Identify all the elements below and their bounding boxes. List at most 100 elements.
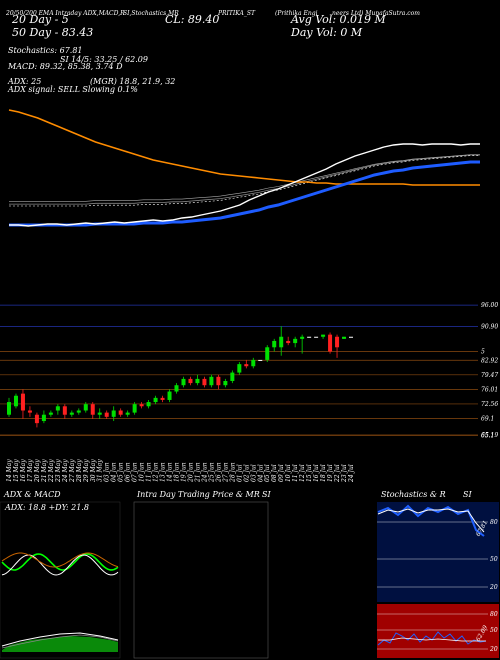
candle-body bbox=[160, 397, 165, 400]
price-level-label: 72.56 bbox=[481, 401, 498, 408]
date-tick-label: 11 Jun bbox=[146, 462, 153, 482]
header-line1-mid: SI,Stochastics,MR bbox=[123, 10, 179, 17]
date-tick-label: 24 Jul bbox=[348, 464, 355, 483]
date-tick-label: 23 Jul bbox=[341, 464, 348, 483]
candle-body bbox=[202, 378, 207, 386]
candle-body bbox=[83, 404, 88, 411]
stoch-panel-title: Stochastics & R bbox=[381, 490, 446, 499]
candle-body bbox=[265, 347, 270, 360]
stoch-panel-title2: SI bbox=[463, 490, 472, 499]
date-tick-label: 19 Jul bbox=[327, 464, 334, 482]
date-tick-label: 22 May bbox=[48, 459, 55, 483]
price-level-label: 69.1 bbox=[481, 416, 494, 423]
date-tick-label: 03 Jul bbox=[250, 464, 257, 482]
date-tick-label: 11 Jul bbox=[292, 464, 299, 482]
ema-200-line bbox=[8, 109, 480, 186]
candle-body bbox=[286, 340, 291, 344]
candle-body bbox=[7, 402, 11, 415]
date-tick-label: 29 May bbox=[83, 459, 90, 483]
candle-body bbox=[48, 412, 53, 415]
adx-label: ADX: 25 bbox=[7, 77, 41, 86]
candle-body bbox=[188, 378, 193, 384]
candle-body bbox=[342, 336, 347, 339]
price-level-label: 90.90 bbox=[481, 324, 498, 331]
rsi-tick-80: 80 bbox=[490, 611, 498, 618]
date-tick-label: 28 May bbox=[76, 459, 83, 483]
price-level-label: 79.47 bbox=[481, 372, 498, 379]
candle-body bbox=[335, 336, 340, 348]
candle-body bbox=[132, 404, 137, 413]
intraday-panel: Intra Day Trading Price & MR SI bbox=[133, 490, 271, 659]
close-line bbox=[9, 143, 480, 227]
date-tick-label: 15 May bbox=[13, 459, 20, 482]
date-tick-label: 03 Jun bbox=[104, 462, 111, 482]
macd-line bbox=[1, 632, 119, 647]
candle-body bbox=[314, 336, 319, 338]
date-tick-label: 02 Jul bbox=[243, 464, 250, 482]
date-tick-label: 12 Jun bbox=[153, 462, 160, 482]
date-tick-label: 25 Jun bbox=[208, 462, 215, 483]
price-level-label: 65.19 bbox=[481, 432, 498, 439]
header-line1-right: (Prithika Engi bbox=[275, 10, 318, 17]
macd-signal bbox=[1, 634, 119, 649]
date-tick-label: 14 Jun bbox=[167, 462, 174, 482]
candle-body bbox=[251, 359, 256, 367]
header-line1-right2: neers Ltd) MunafaSutra.com bbox=[332, 10, 420, 17]
candle-body bbox=[139, 404, 144, 407]
date-tick-label: 12 Jul bbox=[299, 464, 306, 482]
candle-body bbox=[20, 393, 25, 411]
ema-band-dotted bbox=[9, 155, 480, 207]
candle-body bbox=[272, 340, 277, 348]
adx-panel-frame bbox=[0, 501, 121, 659]
date-tick-label: 16 May bbox=[20, 459, 27, 482]
date-tick-label: 19 Jun bbox=[180, 462, 187, 482]
stoch-panel-bg bbox=[377, 502, 499, 602]
candle-body bbox=[118, 410, 123, 415]
date-tick-label: 20 Jun bbox=[187, 462, 194, 483]
date-tick-label: 10 Jun bbox=[139, 462, 146, 482]
adx-minus-di bbox=[1, 554, 119, 576]
date-tick-label: 27 May bbox=[69, 459, 76, 483]
candle-body bbox=[41, 414, 46, 422]
candle-body bbox=[230, 372, 235, 381]
intraday-panel-title: Intra Day Trading Price & MR bbox=[136, 490, 260, 499]
candle-body bbox=[216, 376, 221, 386]
chart-header: 20/50/200 EMA Intraday ADX,MACD,R SI,Sto… bbox=[5, 10, 420, 94]
date-tick-label: 26 Jun bbox=[215, 462, 222, 483]
mgr-label: (MGR) 18.8, 21.9, 32 bbox=[90, 77, 175, 86]
candle-body bbox=[125, 412, 130, 415]
candle-body bbox=[167, 391, 172, 400]
candle-body bbox=[27, 410, 32, 413]
date-tick-label: 05 Jul bbox=[264, 464, 271, 482]
adx-lines bbox=[1, 552, 119, 576]
candlestick-series bbox=[7, 326, 353, 428]
candle-body bbox=[111, 410, 116, 417]
ema-band-grey-1 bbox=[9, 154, 480, 205]
date-tick-label: 24 May bbox=[62, 459, 69, 483]
ema-band-grey-2 bbox=[9, 154, 480, 202]
header-line1-left: 20/50/200 EMA Intraday ADX,MACD,R bbox=[5, 10, 125, 17]
date-tick-label: 01 Jul bbox=[236, 464, 243, 482]
candle-body bbox=[153, 397, 158, 403]
macd-histogram bbox=[2, 636, 118, 652]
price-level-label: 5 bbox=[481, 349, 485, 356]
candle-body bbox=[223, 381, 228, 386]
date-tick-label: 22 Jul bbox=[334, 464, 341, 483]
candle-body bbox=[13, 395, 18, 407]
ema-20-label: 20 Day - 5 bbox=[11, 13, 69, 26]
date-tick-label: 13 Jun bbox=[160, 462, 167, 482]
date-tick-label: 16 Jul bbox=[313, 464, 320, 482]
candle-body bbox=[209, 376, 214, 386]
candle-body bbox=[293, 338, 298, 344]
adx-panel-value: ADX: 18.8 +DY: 21.8 bbox=[4, 503, 89, 512]
macd-area bbox=[1, 632, 119, 652]
candle-body bbox=[146, 402, 151, 407]
candle-body bbox=[244, 364, 249, 367]
stoch-tick-50: 50 bbox=[490, 556, 498, 563]
ema-50-label: 50 Day - 83.43 bbox=[12, 26, 93, 39]
stoch-tick-20: 20 bbox=[489, 584, 498, 591]
date-tick-label: 05 Jun bbox=[118, 462, 125, 482]
stoch-rsi-panel: Stochastics & R SI 80 50 20 80 50 20 67.… bbox=[377, 490, 499, 658]
date-tick-label: 27 Jun bbox=[222, 462, 229, 483]
candle-body bbox=[76, 410, 81, 413]
